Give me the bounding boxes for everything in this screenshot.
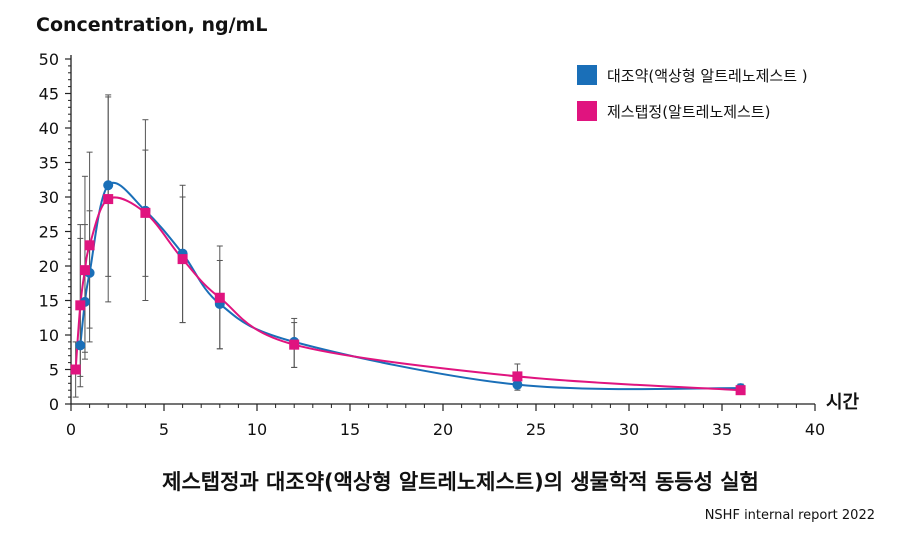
data-point-test (70, 364, 81, 375)
data-point-reference (75, 340, 86, 351)
data-point-test (103, 194, 114, 205)
x-tick-label: 40 (805, 420, 825, 439)
chart-title: 제스탭정과 대조약(액상형 알트레노제스트)의 생물학적 동등성 실험 (162, 470, 759, 494)
data-point-test (140, 207, 151, 218)
data-point-reference (103, 180, 114, 191)
y-tick-label: 5 (49, 361, 59, 380)
data-point-reference (512, 379, 523, 390)
y-tick-label: 50 (39, 50, 59, 69)
y-tick-label: 20 (39, 257, 59, 276)
series-line-reference (79, 181, 741, 391)
x-tick-label: 30 (619, 420, 639, 439)
x-tick-label: 10 (247, 420, 267, 439)
y-tick-label: 10 (39, 326, 59, 345)
x-tick-label: 25 (526, 420, 546, 439)
data-point-test (79, 265, 90, 276)
x-tick-label: 35 (712, 420, 732, 439)
data-point-test (177, 254, 188, 265)
x-tick-label: 15 (340, 420, 360, 439)
x-tick-label: 20 (433, 420, 453, 439)
series-line-test (74, 196, 741, 392)
y-axis-label: Concentration, ng/mL (36, 14, 268, 36)
data-point-test (735, 385, 746, 396)
legend-label-test: 제스탭정(알트레노제스트) (607, 102, 771, 121)
data-point-test (84, 240, 95, 251)
source-note: NSHF internal report 2022 (704, 508, 875, 523)
data-point-test (289, 339, 300, 350)
y-tick-label: 45 (39, 85, 59, 104)
legend-item-reference: 대조약(액상형 알트레노제스트 ) (577, 64, 808, 86)
y-tick-label: 40 (39, 119, 59, 138)
legend: 대조약(액상형 알트레노제스트 ) 제스탭정(알트레노제스트) (577, 64, 808, 136)
y-tick-label: 0 (49, 395, 59, 414)
data-point-test (75, 300, 86, 311)
x-axis-label: 시간 (826, 392, 860, 413)
y-tick-label: 35 (39, 154, 59, 173)
legend-swatch-reference (577, 65, 597, 85)
legend-item-test: 제스탭정(알트레노제스트) (577, 100, 808, 122)
data-point-test (512, 371, 523, 382)
legend-swatch-test (577, 101, 597, 121)
y-tick-label: 15 (39, 292, 59, 311)
legend-label-reference: 대조약(액상형 알트레노제스트 ) (607, 66, 808, 85)
y-tick-label: 25 (39, 223, 59, 242)
data-point-test (214, 292, 225, 303)
y-tick-label: 30 (39, 188, 59, 207)
x-tick-label: 0 (66, 420, 76, 439)
x-tick-label: 5 (159, 420, 169, 439)
